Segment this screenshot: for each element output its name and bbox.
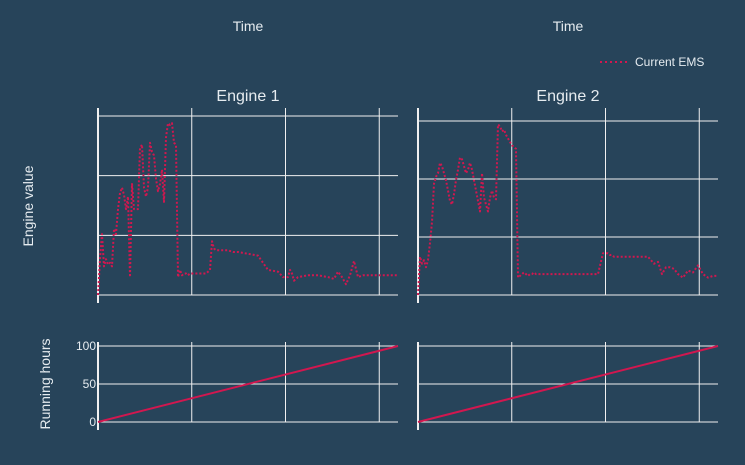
legend[interactable]: Current EMS: [600, 55, 704, 69]
series-line: [97, 345, 399, 423]
x-axis-title-right: Time: [553, 18, 584, 34]
y-axis-title-hours: Running hours: [37, 338, 53, 429]
running-hours-left-panel: 100 50 0: [76, 339, 399, 430]
running-hours-right-panel: [417, 342, 719, 430]
panel-title-engine-2: Engine 2: [536, 88, 599, 105]
engine-2-panel: Engine 2: [417, 88, 718, 303]
y-tick-label: 0: [89, 415, 96, 429]
engine-1-panel: Engine 1: [97, 88, 398, 303]
y-axis-title-engine: Engine value: [20, 165, 36, 246]
series-line: [417, 123, 718, 296]
series-line: [97, 122, 398, 296]
y-tick-label: 100: [76, 339, 96, 353]
y-tick-label: 50: [83, 377, 97, 391]
panel-title-engine-1: Engine 1: [216, 88, 279, 105]
legend-label: Current EMS: [635, 55, 704, 69]
series-line: [417, 345, 719, 423]
x-axis-title-left: Time: [233, 18, 264, 34]
